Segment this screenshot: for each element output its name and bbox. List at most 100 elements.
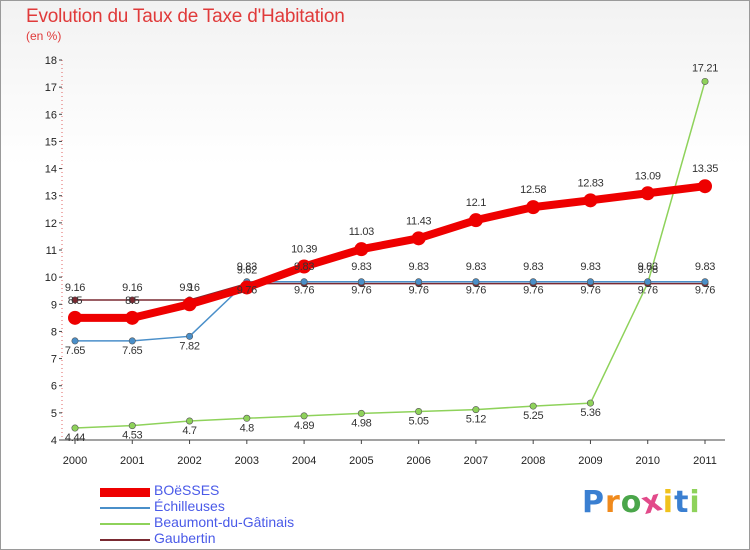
chart-subtitle: (en %) — [26, 29, 62, 43]
data-point-echilleuses — [472, 278, 480, 286]
data-label-gaubertin: 9.76 — [638, 285, 658, 297]
data-point-echilleuses — [701, 278, 709, 286]
series-line-beaumont — [74, 80, 706, 429]
data-point-echilleuses — [357, 278, 365, 286]
data-label-echilleuses: 9.83 — [580, 261, 600, 273]
data-label-echilleuses: 7.65 — [65, 345, 85, 357]
data-labels-layer: 4.44 4.53 4.7 4.8 4.89 4.98 5.05 5.12 5.25 5.36 9.… — [65, 62, 719, 444]
logo-letter: t — [674, 485, 690, 520]
logo-letter: r — [605, 485, 621, 520]
data-point-boesses — [698, 179, 712, 194]
data-label-boesses: 11.03 — [349, 226, 374, 238]
legend-label: Beaumont-du-Gâtinais — [154, 514, 295, 530]
data-label-beaumont: 17.21 — [692, 62, 718, 74]
x-tick-label: 2008 — [521, 455, 545, 467]
data-label-beaumont: 5.25 — [523, 410, 543, 422]
data-label-gaubertin: 9.76 — [237, 285, 257, 297]
data-point-echilleuses — [300, 278, 308, 286]
data-point-boesses — [411, 231, 426, 246]
data-point-beaumont — [472, 406, 480, 414]
data-point-boesses — [468, 213, 483, 228]
data-label-boesses: 8.5 — [68, 295, 83, 307]
data-point-beaumont — [71, 424, 79, 432]
y-tick-label: 10 — [45, 272, 57, 284]
proxiti-logo: Proxiti — [582, 483, 701, 522]
data-label-beaumont: 5.05 — [409, 416, 429, 428]
data-label-echilleuses: 7.65 — [122, 345, 142, 357]
data-label-echilleuses: 9.83 — [466, 261, 486, 273]
data-label-beaumont: 4.53 — [122, 430, 142, 442]
data-point-beaumont — [300, 412, 308, 420]
data-label-boesses: 8.5 — [125, 295, 140, 307]
data-label-echilleuses: 9.83 — [409, 261, 429, 273]
chart-title: Evolution du Taux de Taxe d'Habitation — [26, 6, 345, 27]
data-label-boesses: 12.83 — [577, 177, 603, 189]
data-label-beaumont: 4.98 — [351, 417, 371, 429]
data-label-gaubertin: 9.76 — [351, 285, 371, 297]
data-label-echilleuses: 9.83 — [351, 261, 371, 273]
data-point-boesses — [526, 200, 541, 215]
data-point-boesses — [125, 310, 140, 325]
data-label-boesses: 13.35 — [692, 163, 718, 175]
data-label-boesses: 9 — [187, 281, 193, 293]
legend-swatch — [100, 539, 150, 541]
data-label-beaumont: 4.44 — [65, 432, 85, 444]
data-label-beaumont: 4.7 — [182, 425, 197, 437]
data-point-beaumont — [128, 422, 136, 430]
data-point-echilleuses — [128, 337, 136, 345]
logo-letter: P — [582, 485, 605, 520]
x-tick-label: 2010 — [635, 455, 659, 467]
data-point-echilleuses — [186, 332, 194, 340]
data-label-gaubertin: 9.16 — [122, 282, 142, 294]
data-label-boesses: 11.43 — [406, 215, 431, 227]
x-tick-label: 2007 — [464, 455, 488, 467]
series-line-gaubertin — [74, 282, 706, 301]
legend-label: Échilleuses — [154, 498, 225, 514]
legend-swatch — [100, 507, 150, 509]
legend-swatch — [100, 487, 150, 497]
data-label-echilleuses: 9.83 — [237, 261, 257, 273]
x-tick-label: 2002 — [177, 455, 201, 467]
x-tick-label: 2005 — [349, 455, 373, 467]
data-label-beaumont: 4.89 — [294, 420, 314, 432]
x-tick-label: 2000 — [63, 455, 87, 467]
legend-label: BOëSSES — [154, 482, 220, 498]
data-label-boesses: 12.1 — [466, 197, 486, 209]
data-point-boesses — [182, 297, 197, 312]
y-tick-label: 17 — [45, 82, 57, 94]
data-label-beaumont: 9.78 — [638, 264, 658, 276]
series-line-echilleuses — [74, 281, 706, 342]
legend-label: Gaubertin — [154, 530, 216, 546]
y-tick-label: 15 — [45, 136, 57, 148]
data-point-beaumont — [243, 414, 251, 422]
y-tick-label: 16 — [45, 109, 57, 121]
series-layer — [68, 77, 712, 432]
data-point-boesses — [68, 310, 82, 325]
data-label-echilleuses: 9.83 — [638, 261, 658, 273]
y-tick-label: 14 — [45, 164, 57, 176]
data-label-echilleuses: 9.83 — [695, 261, 715, 273]
data-point-boesses — [297, 259, 312, 274]
data-point-boesses — [239, 280, 254, 295]
data-label-boesses: 9.62 — [237, 264, 257, 276]
x-tick-label: 2009 — [578, 455, 602, 467]
logo-letter: i — [689, 485, 701, 520]
y-tick-label: 6 — [51, 381, 57, 393]
x-tick-label: 2003 — [235, 455, 259, 467]
x-tick-label: 2004 — [292, 455, 316, 467]
data-point-beaumont — [357, 409, 365, 417]
logo-letter: o — [620, 485, 643, 520]
data-label-boesses: 12.58 — [520, 184, 546, 196]
chart-axes: 4 5 6 7 8 9 10 11 12 13 14 15 16 17 18 2000 2001 2002 2003… — [45, 55, 725, 467]
data-point-beaumont — [415, 407, 423, 415]
y-tick-label: 11 — [46, 245, 57, 257]
data-point-echilleuses — [586, 278, 594, 286]
data-point-boesses — [640, 186, 655, 201]
data-label-boesses: 13.09 — [635, 170, 661, 182]
x-tick-label: 2011 — [693, 455, 717, 467]
y-tick-label: 7 — [51, 354, 57, 366]
data-point-boesses — [354, 242, 369, 257]
data-point-echilleuses — [415, 278, 423, 286]
